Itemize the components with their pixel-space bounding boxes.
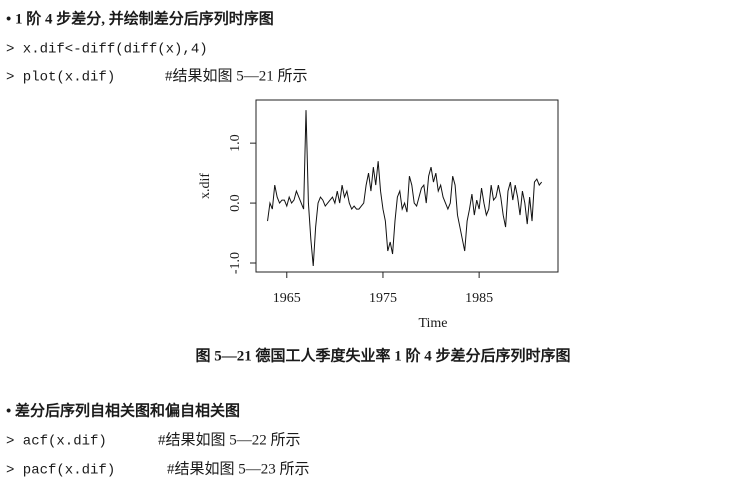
section-heading: • 差分后序列自相关图和偏自相关图 xyxy=(6,401,240,419)
series-line xyxy=(267,110,543,267)
y-tick-label: 1.0 xyxy=(228,134,243,152)
x-tick-label: 1975 xyxy=(369,291,397,306)
chart: 1965 1975 1985 -1.0 0.0 1.0 Time x.dif xyxy=(198,99,559,331)
code-comment: #结果如图 5—22 所示 xyxy=(158,431,301,448)
section-heading: • 1 阶 4 步差分, 并绘制差分后序列时序图 xyxy=(6,9,274,27)
code-comment: #结果如图 5—23 所示 xyxy=(167,460,310,477)
y-axis-label: x.dif xyxy=(198,173,213,199)
x-tick-label: 1965 xyxy=(273,291,301,306)
x-tick-label: 1985 xyxy=(465,291,493,306)
y-tick-label: -1.0 xyxy=(228,252,243,274)
code-line: > plot(x.dif) xyxy=(6,70,115,86)
code-line: > x.dif<-diff(diff(x),4) xyxy=(6,42,208,58)
code-line: > pacf(x.dif) xyxy=(6,463,115,479)
code-line: > acf(x.dif) xyxy=(6,434,107,450)
y-tick-label: 0.0 xyxy=(228,194,243,212)
figure-caption: 图 5—21 德国工人季度失业率 1 阶 4 步差分后序列时序图 xyxy=(195,346,570,364)
plot-frame xyxy=(255,99,559,273)
x-axis-label: Time xyxy=(418,316,447,331)
code-comment: #结果如图 5—21 所示 xyxy=(165,67,308,84)
